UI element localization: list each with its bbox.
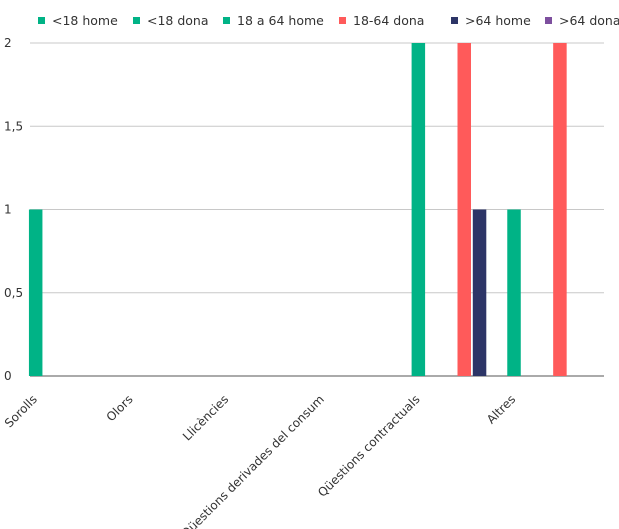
bar [411,43,426,376]
bar [457,43,471,376]
y-tick-label: 1 [4,203,12,217]
y-tick-label: 0,5 [4,286,23,300]
legend-label: 18-64 dona [353,13,424,28]
x-tick-label: Qüestions contractuals [315,392,423,500]
bar [507,209,521,376]
legend: <18 home <18 dona 18 a 64 home 18-64 dona >6… [38,13,619,28]
legend-label: <18 dona [147,13,209,28]
bar [28,209,43,376]
legend-swatch [451,17,458,24]
legend-swatch [223,17,230,24]
x-tick-label: Altres [484,392,518,426]
y-tick-label: 1,5 [4,119,23,133]
x-tick-label: Llicències [180,392,231,443]
bar [553,43,567,376]
y-tick-label: 0 [4,369,12,383]
y-axis: 0 0,5 1 1,5 2 [4,36,23,383]
legend-swatch [133,17,140,24]
x-tick-label: Sorolls [2,392,40,430]
legend-label: >64 dona [559,13,619,28]
bar [472,209,487,376]
legend-label: 18 a 64 home [237,13,324,28]
x-tick-label: Olors [104,392,136,424]
legend-label: >64 home [465,13,531,28]
legend-swatch [38,17,45,24]
bars [28,43,567,376]
y-tick-label: 2 [4,36,12,50]
legend-swatch [545,17,552,24]
legend-swatch [339,17,346,24]
legend-label: <18 home [52,13,118,28]
